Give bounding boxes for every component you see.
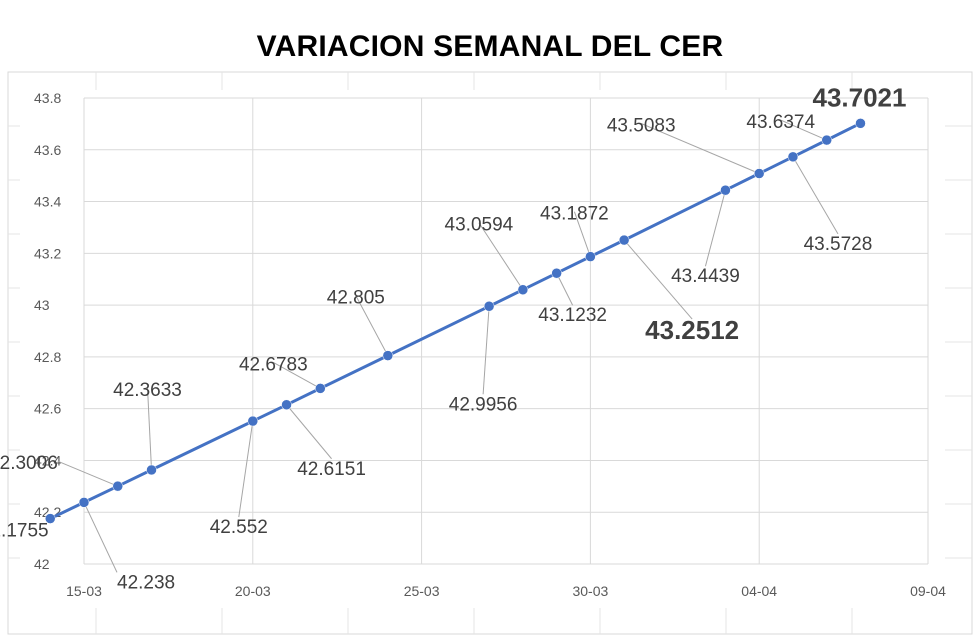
y-tick-label: 43.8	[34, 90, 61, 106]
data-point	[517, 284, 529, 295]
data-label: 43.1232	[538, 305, 607, 326]
data-point	[281, 399, 292, 411]
leader-line	[147, 387, 153, 470]
data-label: 43.5728	[804, 234, 873, 255]
label-leader-lines	[57, 119, 839, 573]
leader-line	[623, 239, 693, 320]
leader-line	[273, 361, 321, 389]
data-point	[112, 480, 124, 492]
data-point	[720, 184, 731, 196]
y-tick-label: 42.6	[34, 401, 61, 417]
data-label: 42.9956	[449, 394, 518, 415]
x-tick-label: 20-03	[235, 583, 271, 599]
leader-line	[83, 502, 118, 573]
leader-line	[57, 460, 118, 487]
x-tick-label: 15-03	[66, 583, 102, 599]
y-tick-label: 42.4	[34, 452, 61, 468]
data-points	[44, 118, 866, 524]
leader-line	[556, 272, 574, 306]
data-label: 42.238	[117, 572, 175, 593]
data-point	[315, 383, 326, 394]
outer-grid	[7, 71, 973, 635]
leader-line	[478, 222, 524, 291]
data-point	[787, 151, 799, 163]
y-tick-label: 43	[34, 297, 50, 313]
data-label: 42.6151	[297, 459, 366, 480]
x-tick-label: 04-04	[741, 583, 777, 599]
chart-frame	[7, 71, 973, 635]
data-label: 42.552	[210, 517, 268, 538]
leader-line	[286, 404, 332, 460]
data-point	[146, 464, 157, 476]
leader-line	[355, 295, 389, 356]
x-tick-label: 30-03	[572, 583, 608, 599]
data-point	[753, 168, 765, 179]
y-tick-label: 43.4	[34, 194, 61, 210]
data-labels: 42.1755 42.238 42.3006 42.3633 42.552 42.6151…	[0, 82, 906, 593]
data-label: 43.4439	[671, 266, 740, 287]
data-point	[855, 118, 866, 129]
data-label: 42.6783	[239, 354, 308, 375]
data-label: 43.1872	[540, 204, 609, 225]
data-point	[483, 301, 495, 312]
leader-line	[792, 156, 839, 235]
leader-line	[482, 306, 490, 395]
data-label: 42.1755	[0, 521, 49, 542]
data-point	[821, 134, 832, 146]
leader-line	[238, 421, 254, 518]
series-line-path	[49, 121, 862, 520]
data-point	[382, 350, 394, 361]
series-line	[49, 121, 862, 520]
data-point	[44, 513, 56, 524]
data-label: 43.0594	[445, 215, 514, 236]
data-point	[247, 415, 259, 427]
x-tick-label: 09-04	[910, 583, 946, 599]
chart-title: VARIACION SEMANAL DEL CER	[256, 30, 724, 63]
data-point	[551, 267, 562, 279]
data-point	[618, 234, 630, 246]
data-label: 42.3006	[0, 453, 58, 474]
leader-line	[704, 190, 726, 267]
data-label: 43.7021	[812, 82, 906, 112]
leader-line	[780, 119, 827, 141]
x-tick-label: 25-03	[404, 583, 440, 599]
data-label: 42.3633	[113, 380, 182, 401]
x-tick-labels: 15-03 20-03 25-03 30-03 04-04 09-04	[66, 583, 946, 599]
data-point	[78, 497, 90, 508]
y-tick-label: 42.8	[34, 349, 61, 365]
data-label: 43.5083	[607, 116, 676, 137]
data-label: 43.6374	[746, 112, 815, 133]
y-tick-label: 43.6	[34, 142, 61, 158]
y-tick-label: 43.2	[34, 245, 61, 261]
leader-line	[573, 211, 591, 257]
data-label: 43.2512	[645, 315, 739, 345]
data-point	[585, 251, 596, 262]
gridlines	[83, 97, 929, 565]
y-tick-label: 42	[34, 556, 50, 572]
data-label: 42.805	[327, 288, 385, 309]
leader-line	[641, 123, 760, 174]
